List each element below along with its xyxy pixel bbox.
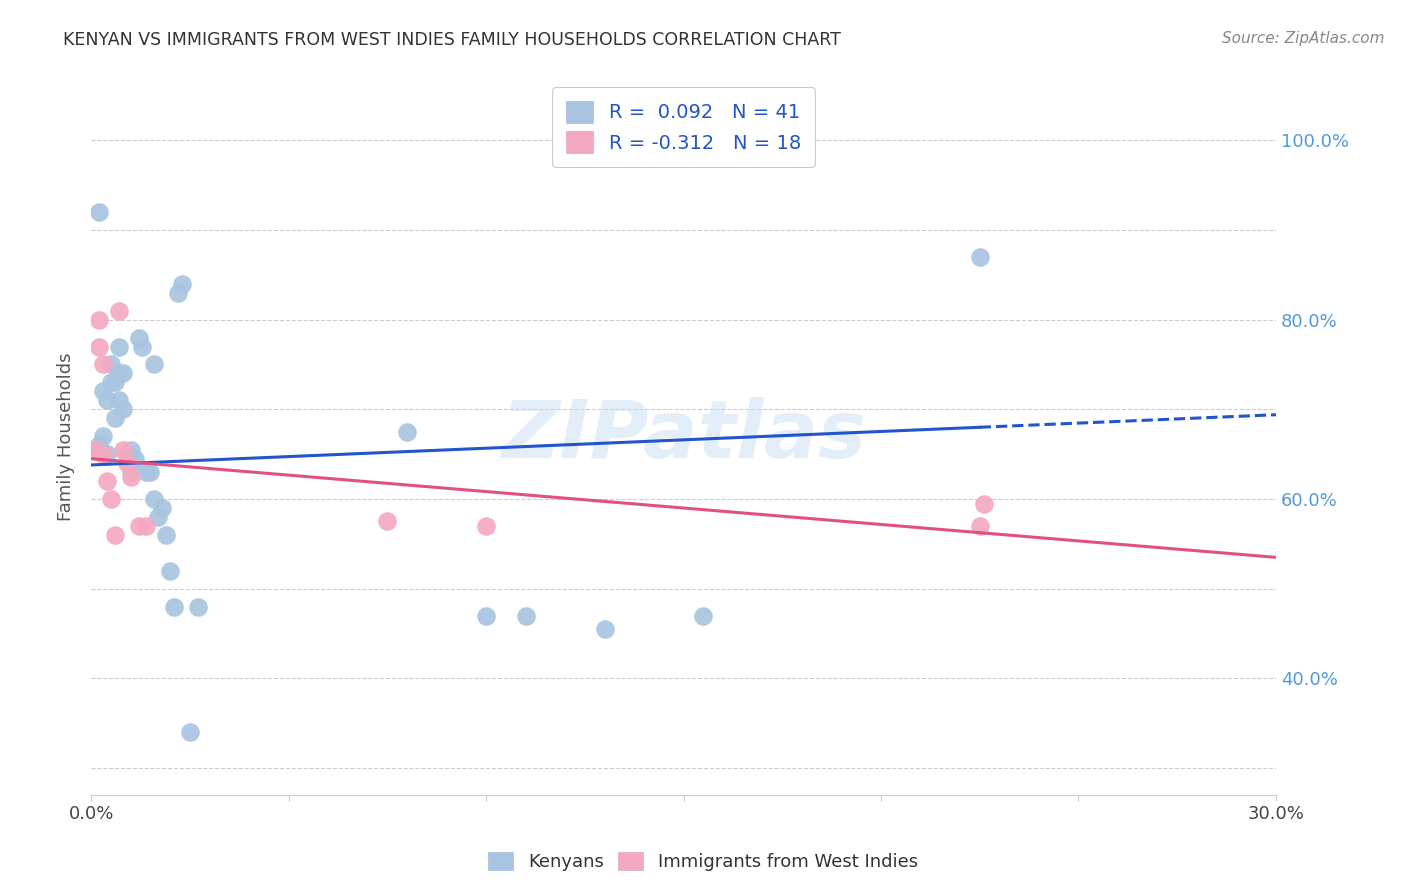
- Point: [100, 376, 122, 390]
- Point: [107, 393, 129, 408]
- Point: [91, 358, 114, 372]
- Point: [100, 491, 122, 506]
- Point: [148, 510, 170, 524]
- Point: [475, 608, 498, 623]
- Point: [167, 285, 190, 300]
- Point: [91, 447, 114, 461]
- Point: [96, 447, 118, 461]
- Point: [115, 456, 138, 470]
- Point: [135, 465, 157, 479]
- Point: [96, 393, 118, 408]
- Point: [692, 608, 714, 623]
- Point: [179, 725, 201, 739]
- Text: Source: ZipAtlas.com: Source: ZipAtlas.com: [1222, 31, 1385, 46]
- Point: [84, 442, 107, 457]
- Point: [120, 442, 142, 457]
- Point: [100, 358, 122, 372]
- Text: ZIPatlas: ZIPatlas: [501, 397, 866, 475]
- Point: [377, 515, 399, 529]
- Point: [104, 376, 127, 390]
- Point: [128, 330, 150, 344]
- Point: [170, 277, 193, 291]
- Point: [159, 564, 181, 578]
- Point: [143, 358, 166, 372]
- Point: [111, 442, 134, 457]
- Point: [87, 438, 110, 452]
- Point: [115, 447, 138, 461]
- Point: [128, 519, 150, 533]
- Point: [163, 599, 186, 614]
- Legend: Kenyans, Immigrants from West Indies: Kenyans, Immigrants from West Indies: [481, 845, 925, 879]
- Point: [96, 474, 118, 488]
- Point: [155, 528, 177, 542]
- Point: [120, 465, 142, 479]
- Point: [87, 205, 110, 219]
- Y-axis label: Family Households: Family Households: [58, 352, 75, 521]
- Text: KENYAN VS IMMIGRANTS FROM WEST INDIES FAMILY HOUSEHOLDS CORRELATION CHART: KENYAN VS IMMIGRANTS FROM WEST INDIES FA…: [63, 31, 841, 49]
- Point: [131, 340, 153, 354]
- Point: [135, 519, 157, 533]
- Point: [107, 340, 129, 354]
- Point: [187, 599, 209, 614]
- Point: [515, 608, 537, 623]
- Point: [111, 367, 134, 381]
- Point: [87, 312, 110, 326]
- Point: [593, 622, 616, 636]
- Point: [104, 528, 127, 542]
- Point: [150, 501, 173, 516]
- Point: [973, 496, 995, 510]
- Point: [124, 451, 146, 466]
- Point: [107, 303, 129, 318]
- Point: [91, 429, 114, 443]
- Point: [143, 491, 166, 506]
- Point: [969, 519, 991, 533]
- Point: [104, 411, 127, 425]
- Point: [969, 250, 991, 264]
- Point: [139, 465, 162, 479]
- Point: [475, 519, 498, 533]
- Point: [87, 340, 110, 354]
- Point: [107, 367, 129, 381]
- Point: [111, 402, 134, 417]
- Point: [84, 442, 107, 457]
- Point: [396, 425, 419, 439]
- Point: [91, 384, 114, 399]
- Point: [120, 469, 142, 483]
- Legend: R =  0.092   N = 41, R = -0.312   N = 18: R = 0.092 N = 41, R = -0.312 N = 18: [553, 87, 814, 167]
